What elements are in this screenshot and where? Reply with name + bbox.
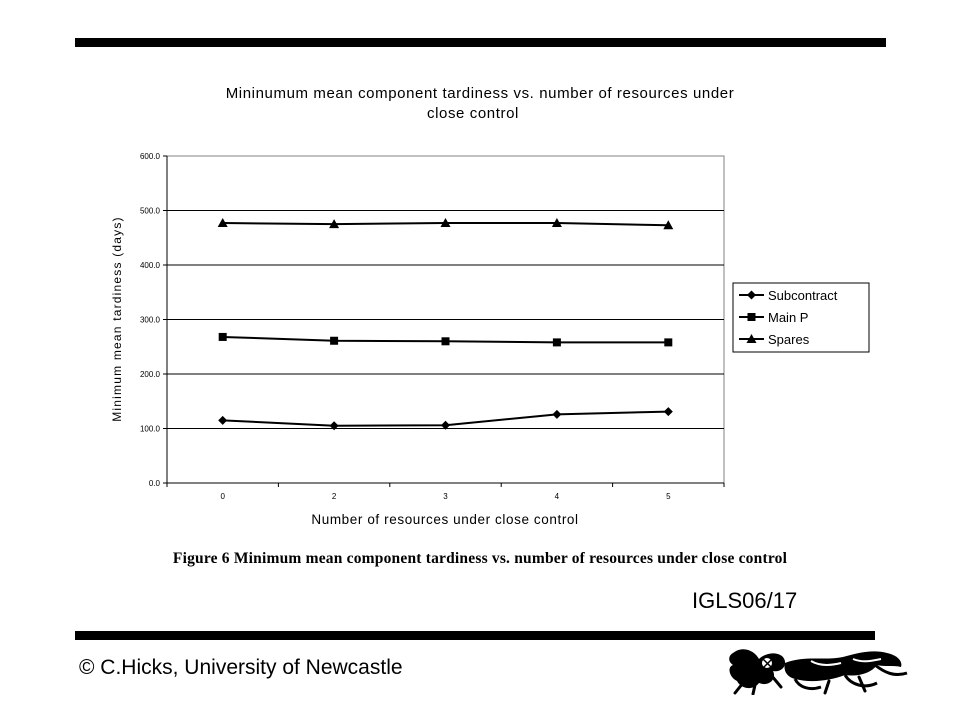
x-tick-label-2: 3 bbox=[443, 492, 448, 501]
university-lion-logo bbox=[729, 649, 908, 695]
x-axis-label: Number of resources under close control bbox=[311, 512, 578, 527]
chart-title-line-2: close control bbox=[427, 105, 519, 122]
legend-label-2: Spares bbox=[768, 332, 810, 347]
data-point-1-2 bbox=[441, 337, 450, 346]
legend: Subcontract Main P Spares bbox=[732, 282, 870, 353]
footer-copyright: © C.Hicks, University of Newcastle bbox=[79, 656, 403, 679]
y-tick-label-4: 400.0 bbox=[140, 261, 161, 270]
y-tick-label-2: 200.0 bbox=[140, 370, 161, 379]
y-tick-label-0: 0.0 bbox=[149, 479, 161, 488]
data-point-2-4 bbox=[663, 220, 674, 230]
series-subcontract bbox=[218, 407, 673, 431]
data-point-2-0 bbox=[217, 218, 228, 228]
y-tick-label-1: 100.0 bbox=[140, 425, 161, 434]
series-main-p bbox=[218, 332, 673, 347]
x-tick-label-3: 4 bbox=[555, 492, 560, 501]
bottom-rule bbox=[75, 631, 875, 640]
y-tick-label-5: 500.0 bbox=[140, 207, 161, 216]
data-point-1-0 bbox=[218, 332, 227, 341]
legend-marker-1 bbox=[747, 313, 756, 321]
data-point-0-0 bbox=[218, 415, 228, 425]
legend-marker-2 bbox=[746, 334, 757, 343]
x-tick-labels: 0 2 3 4 5 bbox=[220, 492, 671, 501]
legend-label-1: Main P bbox=[768, 310, 808, 325]
data-point-1-3 bbox=[552, 338, 561, 347]
x-tick-label-4: 5 bbox=[666, 492, 671, 501]
series-spares bbox=[217, 218, 674, 230]
y-tick-labels: 0.0 100.0 200.0 300.0 400.0 500.0 600.0 bbox=[140, 152, 161, 488]
data-point-2-3 bbox=[551, 218, 562, 228]
legend-marker-0 bbox=[747, 290, 756, 300]
data-point-1-4 bbox=[664, 338, 673, 347]
y-tick-label-3: 300.0 bbox=[140, 316, 161, 325]
chart-title-line-1: Mininumum mean component tardiness vs. n… bbox=[226, 85, 735, 102]
series bbox=[217, 218, 674, 431]
legend-label-0: Subcontract bbox=[768, 288, 838, 303]
y-axis-label: Minimum mean tardiness (days) bbox=[110, 216, 124, 422]
top-rule bbox=[75, 38, 886, 47]
x-tick-label-1: 2 bbox=[332, 492, 337, 501]
data-point-0-4 bbox=[663, 407, 673, 417]
data-point-1-1 bbox=[330, 336, 339, 345]
data-point-2-2 bbox=[440, 218, 451, 228]
data-point-0-3 bbox=[552, 409, 562, 419]
slide-code: IGLS06/17 bbox=[692, 588, 798, 613]
y-tick-label-6: 600.0 bbox=[140, 152, 161, 161]
gridlines bbox=[167, 210, 724, 429]
x-tick-label-0: 0 bbox=[220, 492, 225, 501]
data-point-0-1 bbox=[329, 421, 339, 431]
data-point-2-1 bbox=[329, 219, 340, 229]
axes bbox=[163, 155, 725, 487]
data-point-0-2 bbox=[441, 420, 450, 430]
figure-caption: Figure 6 Minimum mean component tardines… bbox=[172, 550, 788, 567]
